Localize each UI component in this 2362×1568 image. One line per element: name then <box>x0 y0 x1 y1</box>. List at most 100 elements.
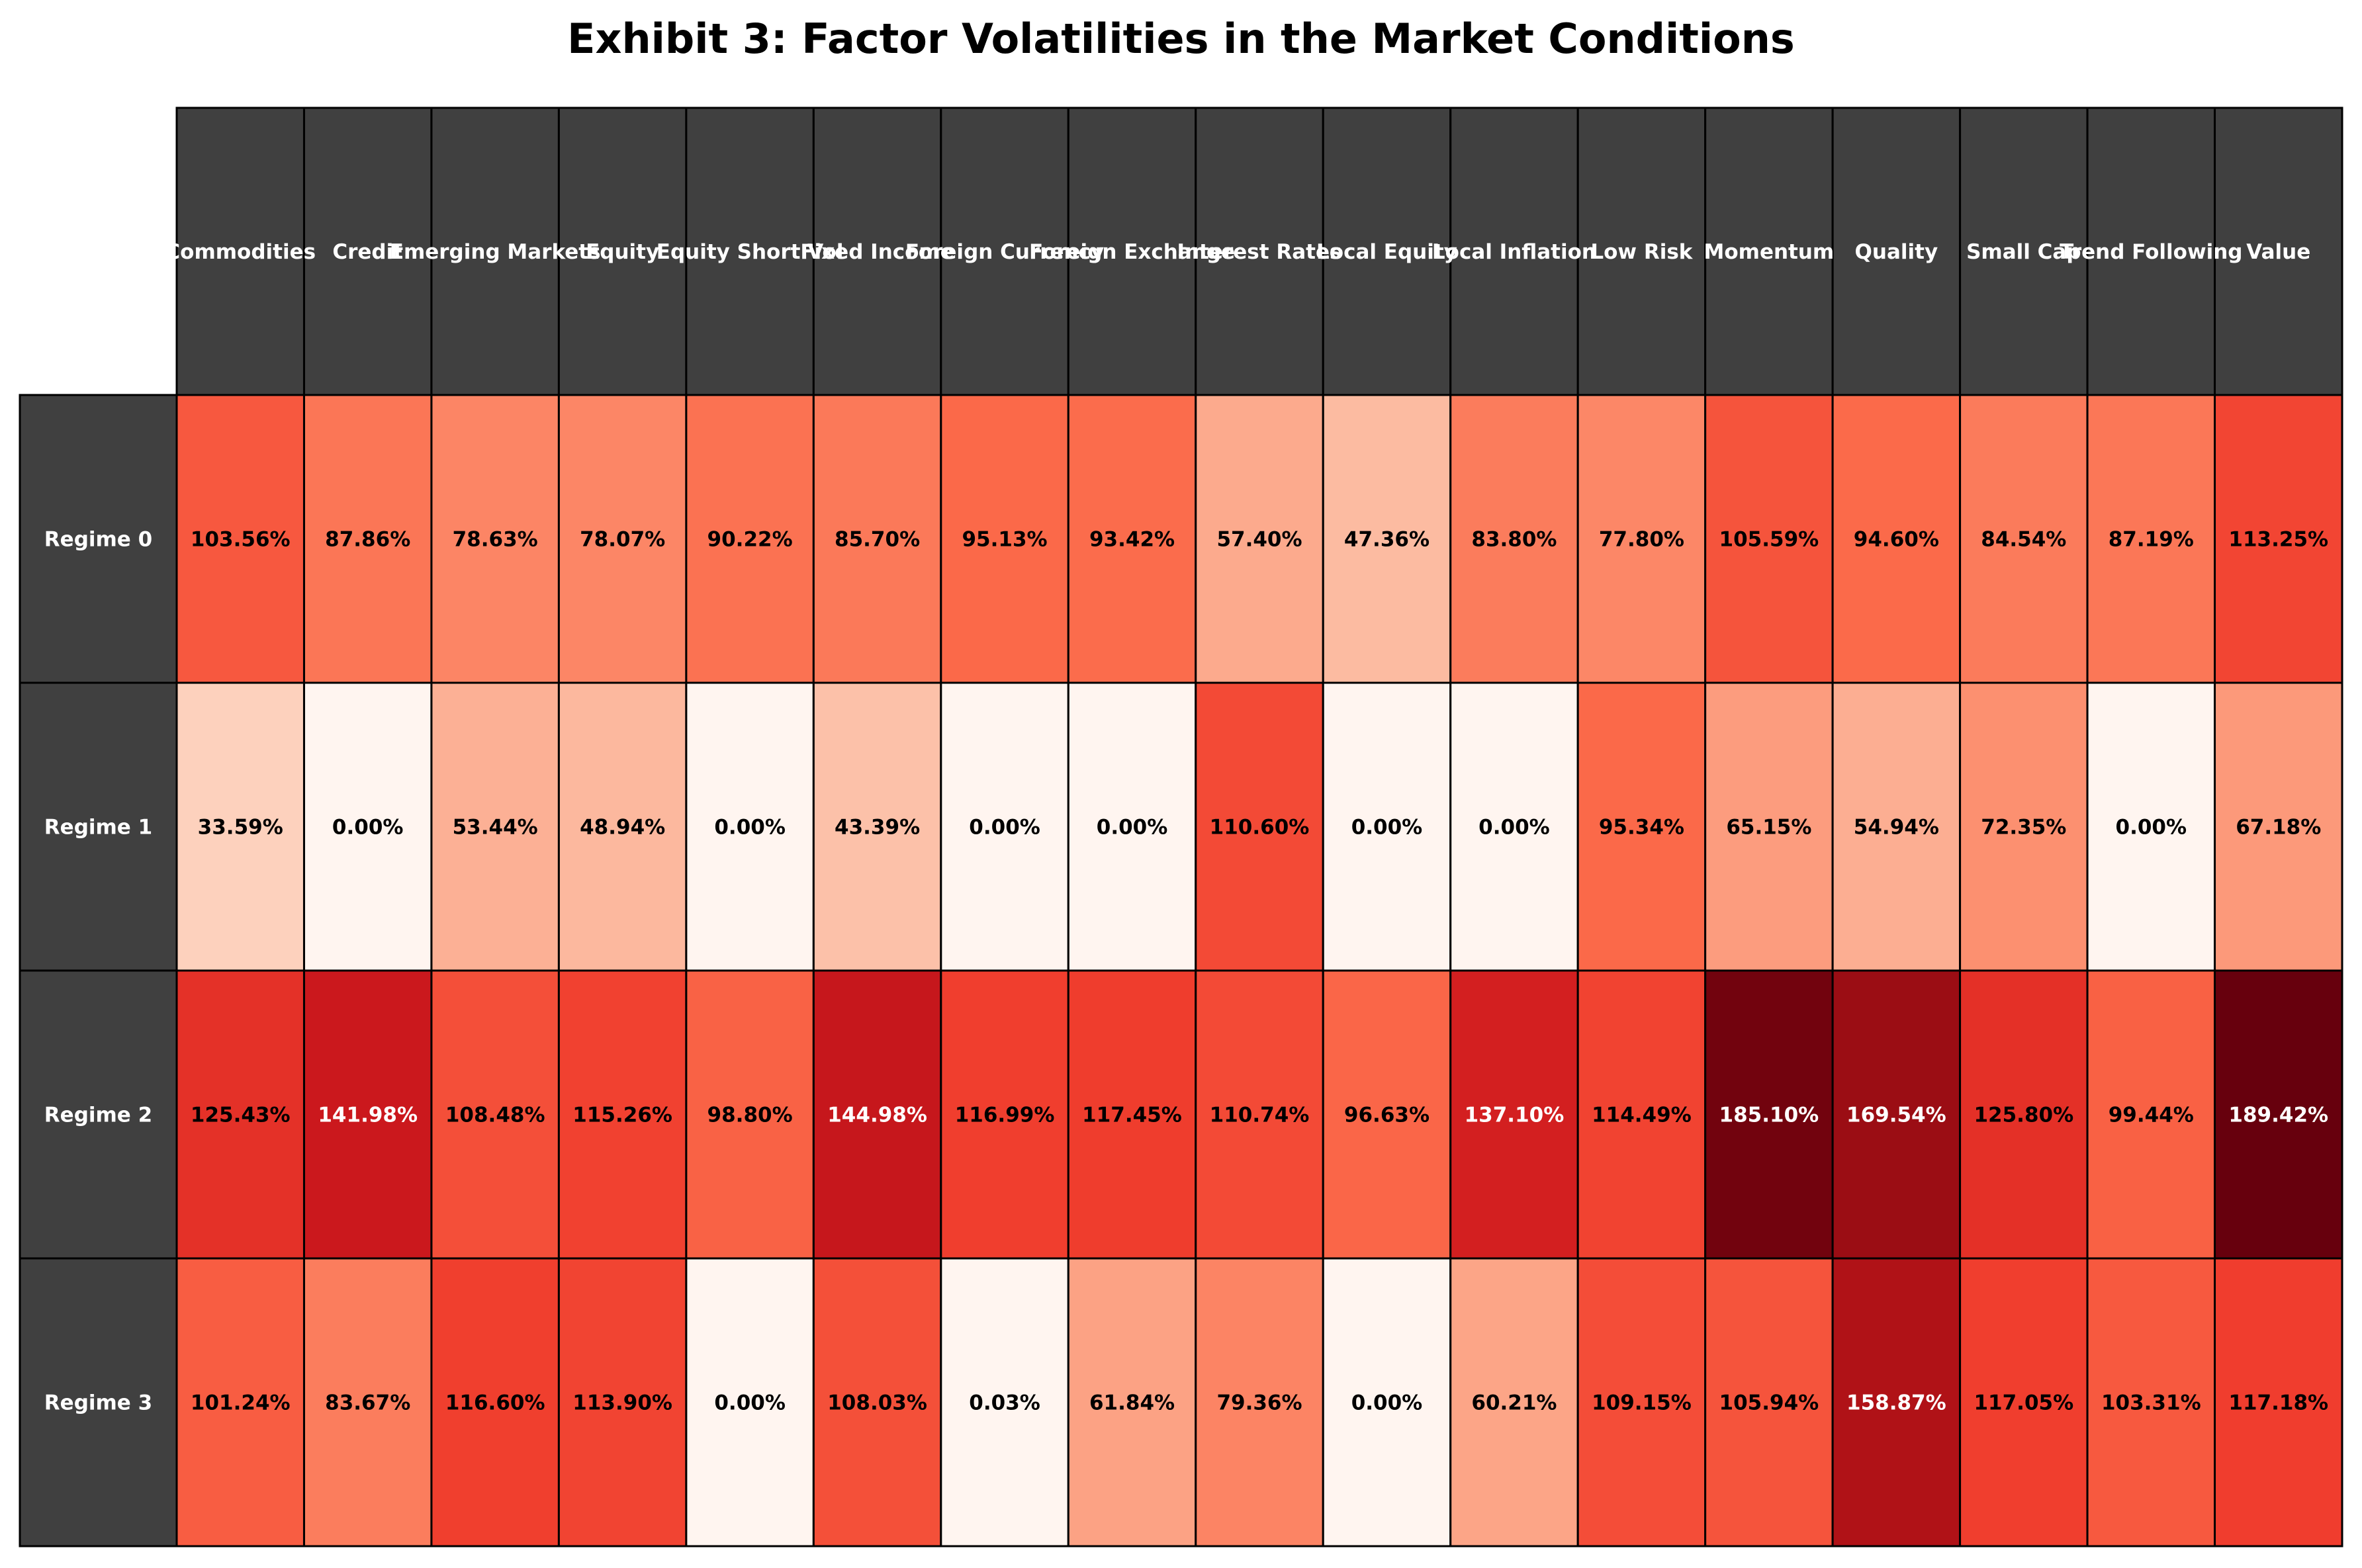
column-label-local-inflation: Local Inflation <box>1432 240 1596 264</box>
column-label-value: Value <box>2246 240 2310 264</box>
cell-regime-2-quality <box>1831 969 1962 1260</box>
cell-regime-3-emerging-markets <box>430 1257 560 1547</box>
cell-label-regime-3-interest-rates: 79.36% <box>1216 1391 1302 1415</box>
row-label-regime-0: Regime 0 <box>44 528 152 552</box>
cell-regime-1-foreign-currency <box>940 681 1069 972</box>
cell-label-regime-0-foreign-exchange: 93.42% <box>1089 528 1175 552</box>
cell-regime-3-commodities <box>175 1257 305 1547</box>
row-label-regime-3: Regime 3 <box>44 1391 152 1415</box>
cell-regime-1-value <box>2214 681 2343 972</box>
cell-regime-0-credit <box>302 394 433 684</box>
cell-regime-2-value <box>2214 969 2343 1260</box>
cell-regime-1-small-cap <box>1959 681 2089 972</box>
cell-label-regime-3-local-equity: 0.00% <box>1351 1391 1423 1415</box>
cell-regime-2-foreign-exchange <box>1067 969 1197 1260</box>
cell-regime-2-low-risk <box>1576 969 1707 1260</box>
cell-label-regime-3-momentum: 105.94% <box>1719 1391 1819 1415</box>
cell-regime-2-equity-short-vol <box>685 969 815 1260</box>
cell-regime-2-fixed-income <box>812 969 942 1260</box>
cell-label-regime-1-quality: 54.94% <box>1854 816 1939 840</box>
column-label-equity: Equity <box>586 240 659 264</box>
cell-regime-3-foreign-exchange <box>1067 1257 1197 1547</box>
row-label-cell-regime-3 <box>19 1257 178 1547</box>
cell-label-regime-0-small-cap: 84.54% <box>1981 528 2066 552</box>
cell-label-regime-1-fixed-income: 43.39% <box>835 816 920 840</box>
row-label-regime-2: Regime 2 <box>44 1104 152 1127</box>
column-label-interest-rates: Interest Rates <box>1177 240 1342 264</box>
cell-label-regime-1-small-cap: 72.35% <box>1981 816 2066 840</box>
cell-regime-0-equity <box>557 394 688 684</box>
cell-label-regime-2-trend-following: 99.44% <box>2109 1104 2194 1127</box>
column-label-local-equity: Local Equity <box>1316 240 1457 264</box>
cell-label-regime-2-momentum: 185.10% <box>1719 1104 1819 1127</box>
cell-label-regime-2-credit: 141.98% <box>318 1104 418 1127</box>
cell-regime-0-interest-rates <box>1195 394 1324 684</box>
header-cell-emerging-markets <box>430 107 560 396</box>
cell-label-regime-2-fixed-income: 144.98% <box>827 1104 927 1127</box>
cell-regime-3-momentum <box>1704 1257 1834 1547</box>
column-label-credit: Credit <box>332 240 403 264</box>
cell-label-regime-0-equity-short-vol: 90.22% <box>707 528 793 552</box>
cell-regime-3-credit <box>302 1257 433 1547</box>
cell-label-regime-3-equity: 113.90% <box>572 1391 672 1415</box>
cell-label-regime-3-quality: 158.87% <box>1846 1391 1946 1415</box>
cell-label-regime-2-value: 189.42% <box>2228 1104 2328 1127</box>
cell-label-regime-0-commodities: 103.56% <box>191 528 291 552</box>
cell-label-regime-2-equity-short-vol: 98.80% <box>707 1104 793 1127</box>
cell-label-regime-2-foreign-currency: 116.99% <box>955 1104 1055 1127</box>
header-cell-foreign-exchange <box>1067 107 1197 396</box>
cell-label-regime-1-foreign-exchange: 0.00% <box>1097 816 1168 840</box>
cell-regime-2-local-equity <box>1322 969 1452 1260</box>
cell-regime-0-foreign-exchange <box>1067 394 1197 684</box>
cell-regime-2-foreign-currency <box>940 969 1069 1260</box>
header-cell-commodities <box>175 107 305 396</box>
cell-regime-3-equity <box>557 1257 688 1547</box>
cell-regime-0-emerging-markets <box>430 394 560 684</box>
cell-label-regime-1-low-risk: 95.34% <box>1599 816 1684 840</box>
cell-label-regime-0-interest-rates: 57.40% <box>1216 528 1302 552</box>
cell-regime-3-low-risk <box>1576 1257 1707 1547</box>
column-label-emerging-markets: Emerging Markets <box>390 240 601 264</box>
cell-regime-1-local-inflation <box>1449 681 1579 972</box>
cell-label-regime-0-local-equity: 47.36% <box>1344 528 1430 552</box>
cell-label-regime-2-low-risk: 114.49% <box>1592 1104 1692 1127</box>
cell-label-regime-3-equity-short-vol: 0.00% <box>714 1391 786 1415</box>
cell-regime-0-value <box>2214 394 2343 684</box>
cell-regime-3-foreign-currency <box>940 1257 1069 1547</box>
cell-regime-1-foreign-exchange <box>1067 681 1197 972</box>
cell-label-regime-1-equity-short-vol: 0.00% <box>714 816 786 840</box>
cell-label-regime-3-value: 117.18% <box>2228 1391 2328 1415</box>
cell-label-regime-2-foreign-exchange: 117.45% <box>1082 1104 1182 1127</box>
cell-label-regime-1-local-inflation: 0.00% <box>1478 816 1550 840</box>
cell-regime-3-small-cap <box>1959 1257 2089 1547</box>
cell-label-regime-2-small-cap: 125.80% <box>1974 1104 2073 1127</box>
cell-regime-0-local-equity <box>1322 394 1452 684</box>
cell-label-regime-0-equity: 78.07% <box>580 528 665 552</box>
cell-label-regime-1-trend-following: 0.00% <box>2116 816 2187 840</box>
cell-label-regime-3-foreign-exchange: 61.84% <box>1089 1391 1175 1415</box>
cell-label-regime-3-trend-following: 103.31% <box>2101 1391 2201 1415</box>
column-label-momentum: Momentum <box>1704 240 1835 264</box>
column-label-trend-following: Trend Following <box>2060 240 2242 264</box>
column-label-equity-short-vol: Equity Short Vol <box>657 240 844 264</box>
header-cell-low-risk <box>1576 107 1707 396</box>
header-cell-small-cap <box>1959 107 2089 396</box>
cell-label-regime-0-momentum: 105.59% <box>1719 528 1819 552</box>
cell-label-regime-3-small-cap: 117.05% <box>1974 1391 2073 1415</box>
cell-label-regime-0-quality: 94.60% <box>1854 528 1939 552</box>
cell-regime-0-equity-short-vol <box>685 394 815 684</box>
cell-regime-1-interest-rates <box>1195 681 1324 972</box>
cell-regime-1-low-risk <box>1576 681 1707 972</box>
cell-label-regime-0-fixed-income: 85.70% <box>835 528 920 552</box>
column-label-low-risk: Low Risk <box>1590 240 1693 264</box>
chart-title: Exhibit 3: Factor Volatilities in the Ma… <box>567 15 1795 63</box>
cell-regime-2-small-cap <box>1959 969 2089 1260</box>
header-cell-value <box>2214 107 2343 396</box>
cell-regime-3-trend-following <box>2086 1257 2216 1547</box>
cell-label-regime-2-emerging-markets: 108.48% <box>445 1104 545 1127</box>
cell-regime-0-foreign-currency <box>940 394 1069 684</box>
cell-regime-3-local-inflation <box>1449 1257 1579 1547</box>
cell-label-regime-1-momentum: 65.15% <box>1726 816 1811 840</box>
column-label-fixed-income: Fixed Income <box>800 240 954 264</box>
